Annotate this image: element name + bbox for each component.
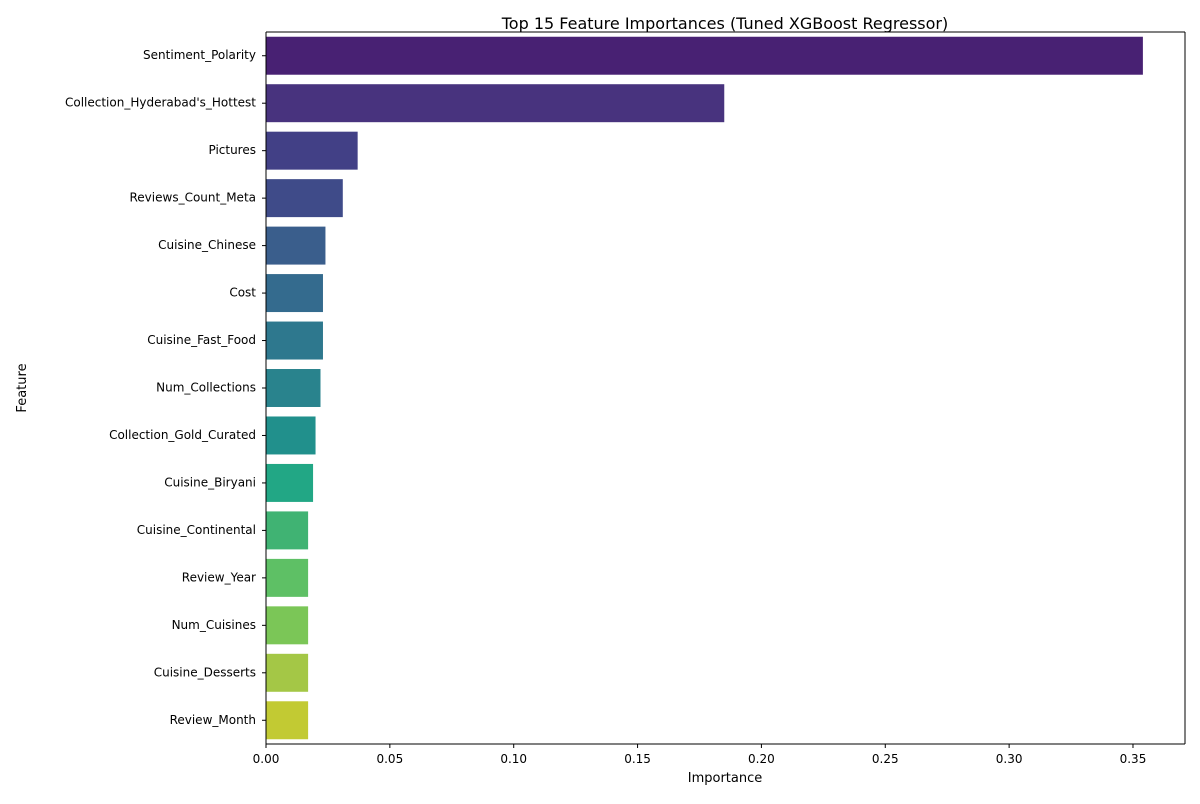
bar [266, 226, 326, 265]
bar [266, 416, 316, 455]
bars-group [266, 36, 1143, 740]
bar [266, 701, 309, 740]
y-tick-label: Collection_Gold_Curated [109, 428, 256, 442]
chart-title: Top 15 Feature Importances (Tuned XGBoos… [501, 14, 949, 33]
bar [266, 369, 321, 407]
y-tick-label: Pictures [208, 143, 256, 157]
y-tick-label: Cuisine_Chinese [158, 238, 256, 252]
x-tick-label: 0.15 [624, 752, 651, 766]
y-tick-label: Sentiment_Polarity [143, 48, 256, 62]
bar [266, 321, 323, 360]
x-tick-label: 0.00 [253, 752, 280, 766]
bar [266, 36, 1143, 75]
y-tick-label: Collection_Hyderabad's_Hottest [65, 96, 256, 110]
y-tick-label: Cuisine_Biryani [164, 475, 256, 489]
y-tick-label: Reviews_Count_Meta [130, 191, 257, 205]
y-tick-label: Num_Collections [156, 381, 256, 395]
y-tick-label: Cuisine_Fast_Food [147, 333, 256, 347]
x-tick-label: 0.35 [1120, 752, 1147, 766]
x-tick-label: 0.20 [748, 752, 775, 766]
bar [266, 179, 343, 218]
y-tick-label: Review_Month [170, 713, 256, 727]
bar [266, 274, 323, 313]
x-tick-label: 0.05 [376, 752, 403, 766]
bar [266, 606, 309, 645]
y-tick-label: Num_Cuisines [172, 618, 256, 632]
bar [266, 84, 725, 123]
y-tick-label: Cost [229, 286, 256, 300]
bar [266, 653, 309, 692]
x-axis-label: Importance [688, 771, 763, 786]
bar [266, 511, 309, 550]
x-tick-label: 0.25 [872, 752, 899, 766]
x-tick-label: 0.10 [500, 752, 527, 766]
bar [266, 463, 314, 502]
y-tick-label: Cuisine_Continental [137, 523, 256, 537]
y-tick-label: Cuisine_Desserts [154, 665, 256, 679]
x-tick-label: 0.30 [996, 752, 1023, 766]
bar [266, 558, 309, 597]
y-tick-label: Review_Year [182, 570, 256, 584]
y-axis-ticks: Sentiment_Polarity Collection_Hyderabad's… [65, 48, 266, 727]
bar [266, 131, 358, 170]
x-axis-ticks: 0.00 0.05 0.10 0.15 0.20 0.25 0.30 0.35 [253, 744, 1147, 766]
y-axis-label: Feature [15, 363, 30, 412]
